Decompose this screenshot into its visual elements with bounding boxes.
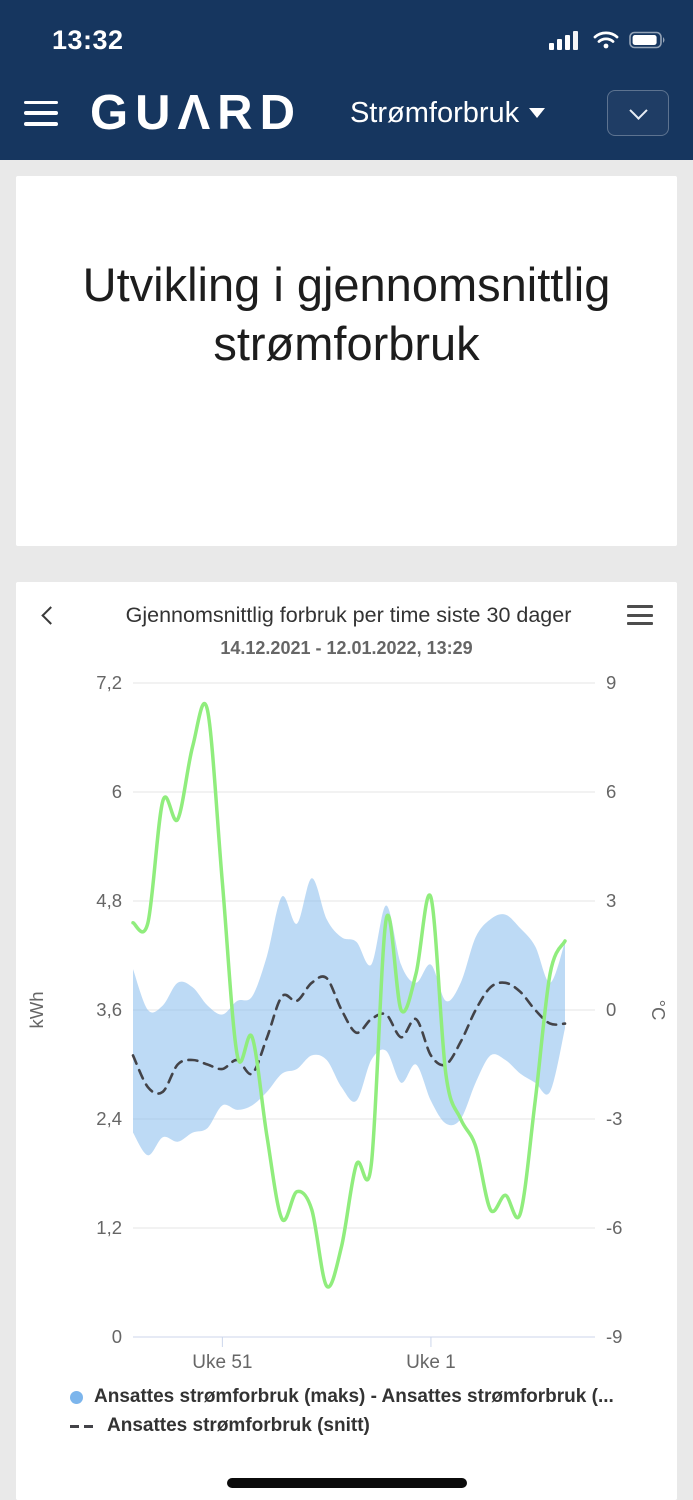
chevron-left-icon [41,605,60,625]
consumption-chart: Uke 51 Uke 1 0 1,2 2,4 3,6 4,8 6 7,2 -9 -6 -3 0 3 6 9 kW… [26,672,669,1373]
chart-context-menu-button[interactable] [625,603,655,627]
page-title: Utvikling i gjennomsnittlig strømforbruk [82,258,611,370]
chart-card: Gjennomsnittlig forbruk per time siste 3… [16,582,677,1500]
caret-down-icon [529,108,546,118]
app-logo: GUΛRD [90,86,302,140]
hero-card: Utvikling i gjennomsnittlig strømforbruk [16,176,677,546]
chart-legend: Ansattes strømforbruk (maks) - Ansattes … [16,1386,677,1437]
chevron-down-icon [628,100,648,120]
y-right-label: 6 [606,781,616,802]
y-right-label: 3 [606,890,616,911]
status-icons [549,29,667,51]
page-selector-dropdown[interactable]: Strømforbruk [349,96,546,130]
y-right-label: 0 [606,999,616,1020]
y-right-axis-title: °C [648,1000,669,1021]
series-line-average [131,975,567,1095]
back-button[interactable] [38,600,72,630]
chart-subtitle: 14.12.2021 - 12.01.2022, 13:29 [220,638,473,658]
chart-header: Gjennomsnittlig forbruk per time siste 3… [16,600,677,630]
legend-marker-circle-icon [70,1390,83,1404]
status-time: 13:32 [52,24,124,55]
legend-item-range[interactable]: Ansattes strømforbruk (maks) - Ansattes … [70,1386,677,1408]
y-right-label: -3 [606,1108,622,1129]
y-right-label: 9 [606,672,616,693]
y-left-axis-title: kWh [26,992,47,1029]
series-area-range [133,878,565,1156]
collapse-button[interactable] [607,90,669,136]
y-left-label: 7,2 [96,672,122,693]
legend-marker-dash-icon [70,1424,96,1428]
legend-item-snitt[interactable]: Ansattes strømforbruk (snitt) [70,1415,677,1437]
y-left-label: 4,8 [96,890,122,911]
wifi-icon [593,31,619,49]
battery-icon [629,31,665,49]
y-left-label: 6 [112,781,122,802]
x-axis-label: Uke 1 [406,1352,456,1373]
y-left-label: 3,6 [96,999,122,1020]
legend-label: Ansattes strømforbruk (maks) - Ansattes … [94,1386,614,1407]
home-indicator-area [0,1466,693,1500]
top-bar: 13:32 [0,0,693,160]
series-line-temperature [131,701,567,1289]
app-header: GUΛRD Strømforbruk [0,66,693,160]
y-left-label: 2,4 [96,1108,122,1129]
legend-label: Ansattes strømforbruk (snitt) [107,1415,370,1436]
y-left-label: 0 [112,1326,122,1347]
page-selector-label: Strømforbruk [349,96,520,129]
y-right-label: -6 [606,1217,622,1238]
y-left-label: 1,2 [96,1217,122,1238]
chart-title: Gjennomsnittlig forbruk per time siste 3… [125,602,572,627]
status-bar: 13:32 [0,0,693,66]
home-indicator[interactable] [226,1478,467,1488]
x-axis-label: Uke 51 [192,1352,252,1373]
y-right-label: -9 [606,1326,622,1347]
cellular-signal-icon [549,31,578,50]
hamburger-menu-button[interactable] [24,100,58,126]
